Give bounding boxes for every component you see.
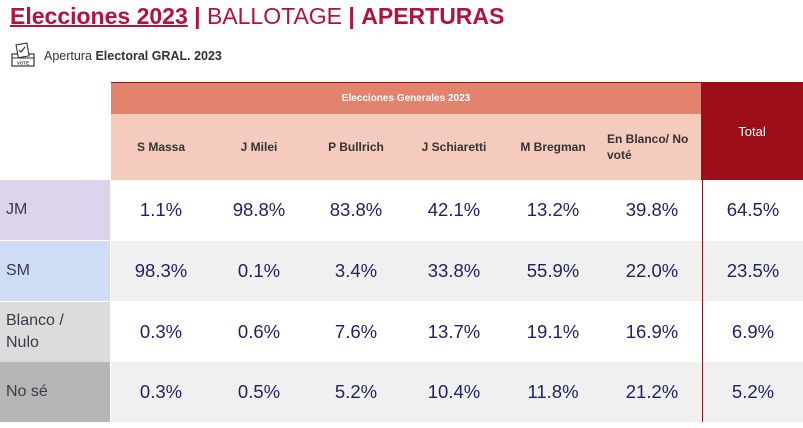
table-cell: 13.7% xyxy=(427,321,481,342)
total-cell: 5.2% xyxy=(731,381,775,402)
total-cell: 64.5% xyxy=(726,199,780,220)
title-ballotage: BALLOTAGE xyxy=(206,3,343,29)
ballot-box-label: VOTE xyxy=(17,60,29,65)
table-row xyxy=(111,362,701,422)
table-cell: 7.6% xyxy=(334,321,378,342)
table-cell: 55.9% xyxy=(526,260,580,281)
row-label: Blanco / Nulo xyxy=(0,302,110,362)
table-cell: 13.2% xyxy=(526,199,580,220)
table-cell: 33.8% xyxy=(427,260,481,281)
table-cell: 16.9% xyxy=(625,321,679,342)
subtitle: VOTE Apertura Electoral GRAL. 2023 xyxy=(8,40,222,72)
results-table: Elecciones Generales 2023 Total S Massa J… xyxy=(0,82,803,422)
table-cell: 39.8% xyxy=(625,199,679,220)
row-label: No sé xyxy=(0,362,110,422)
table-cell: 19.1% xyxy=(526,321,580,342)
row-label: JM xyxy=(0,180,110,240)
total-header: Total xyxy=(701,82,803,180)
table-row xyxy=(111,302,701,362)
row-label: SM xyxy=(0,241,110,301)
title-main: Elecciones 2023 xyxy=(10,3,188,29)
table-row xyxy=(111,241,701,301)
group-header: Elecciones Generales 2023 xyxy=(111,82,701,114)
table-cell: 3.4% xyxy=(334,260,378,281)
table-cell: 83.8% xyxy=(329,199,383,220)
table-cell: 21.2% xyxy=(625,381,679,402)
total-cell: 6.9% xyxy=(731,321,775,342)
table-cell: 1.1% xyxy=(139,199,183,220)
table-cell: 22.0% xyxy=(625,260,679,281)
table-cell: 5.2% xyxy=(334,381,378,402)
table-cell: 10.4% xyxy=(427,381,481,402)
column-header: J Schiaretti xyxy=(405,114,503,180)
column-header: S Massa xyxy=(111,114,211,180)
title-separator-2: | xyxy=(348,3,355,29)
table-row xyxy=(111,180,701,240)
table-cell: 0.3% xyxy=(139,321,183,342)
table-cell: 98.3% xyxy=(134,260,188,281)
table-cell: 0.3% xyxy=(139,381,183,402)
ballot-box-icon: VOTE xyxy=(8,40,38,73)
subtitle-bold: Electoral GRAL. 2023 xyxy=(95,49,222,63)
table-cell: 0.5% xyxy=(237,381,281,402)
subtitle-prefix: Apertura xyxy=(44,49,92,63)
total-cell: 23.5% xyxy=(726,260,780,281)
column-header: J Milei xyxy=(211,114,307,180)
column-header: M Bregman xyxy=(503,114,603,180)
table-cell: 42.1% xyxy=(427,199,481,220)
title-separator-1: | xyxy=(194,3,201,29)
table-cell: 11.8% xyxy=(527,381,579,402)
table-cell: 98.8% xyxy=(232,199,286,220)
page-title: Elecciones 2023 | BALLOTAGE | APERTURAS xyxy=(10,2,504,30)
column-header: En Blanco/ No voté xyxy=(603,114,701,180)
title-aperturas: APERTURAS xyxy=(361,3,505,29)
table-cell: 0.1% xyxy=(237,260,281,281)
table-cell: 0.6% xyxy=(237,321,281,342)
column-header: P Bullrich xyxy=(307,114,405,180)
